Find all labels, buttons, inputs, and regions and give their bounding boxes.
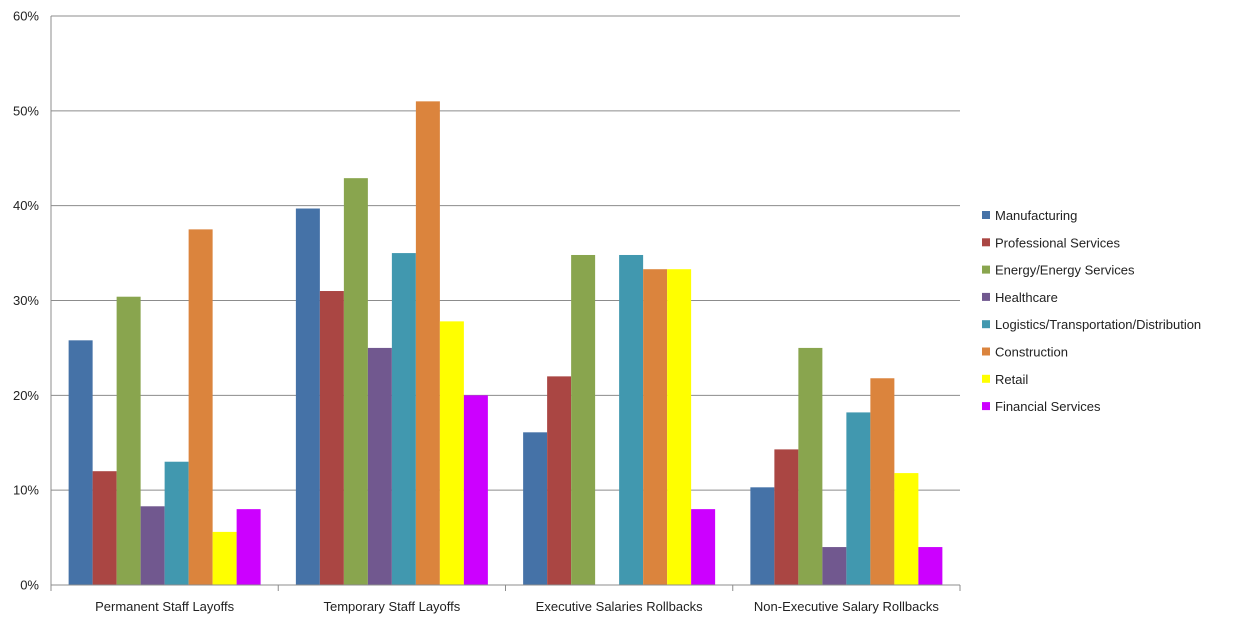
bar bbox=[439, 321, 464, 585]
y-tick-label: 0% bbox=[20, 578, 39, 593]
bar bbox=[463, 395, 488, 585]
bar bbox=[822, 547, 847, 585]
y-tick-label: 30% bbox=[13, 293, 39, 308]
legend-swatch bbox=[982, 211, 990, 219]
y-tick-label: 40% bbox=[13, 198, 39, 213]
legend-swatch bbox=[982, 292, 990, 301]
legend-label: Financial Services bbox=[995, 399, 1101, 414]
bar bbox=[164, 461, 189, 585]
y-tick-label: 20% bbox=[13, 388, 39, 403]
bar bbox=[236, 509, 261, 585]
legend-label: Logistics/Transportation/Distribution bbox=[995, 317, 1201, 332]
legend-swatch bbox=[982, 320, 990, 329]
y-tick-label: 60% bbox=[13, 9, 39, 24]
bar bbox=[116, 296, 141, 585]
bar bbox=[319, 291, 344, 585]
y-axis-ticks: 0% 10% 20% 30% 40% 50% 60% bbox=[13, 9, 39, 593]
x-category-label: Temporary Staff Layoffs bbox=[323, 599, 460, 614]
y-tick-label: 50% bbox=[13, 103, 39, 118]
bar bbox=[571, 254, 596, 586]
bar bbox=[523, 432, 548, 585]
bar bbox=[415, 101, 440, 585]
x-category-label: Permanent Staff Layoffs bbox=[95, 599, 234, 614]
legend-swatch bbox=[982, 374, 990, 383]
bar bbox=[547, 376, 572, 585]
legend-label: Healthcare bbox=[995, 290, 1058, 305]
legend-swatch bbox=[982, 402, 990, 411]
bar bbox=[367, 347, 392, 585]
bar bbox=[643, 269, 668, 585]
bar bbox=[667, 269, 692, 585]
bar bbox=[774, 449, 799, 585]
bar bbox=[691, 509, 716, 585]
bar bbox=[870, 378, 895, 585]
bar bbox=[619, 254, 644, 586]
bar bbox=[92, 471, 117, 585]
x-axis-categories: Permanent Staff Layoffs Temporary Staff L… bbox=[95, 599, 939, 614]
legend-label: Professional Services bbox=[995, 235, 1120, 250]
legend-label: Manufacturing bbox=[995, 208, 1077, 223]
axes bbox=[50, 16, 961, 591]
legend-label: Energy/Energy Services bbox=[995, 263, 1135, 278]
bars bbox=[68, 101, 943, 586]
bar bbox=[894, 473, 919, 585]
gridlines bbox=[51, 15, 960, 491]
legend-label: Retail bbox=[995, 372, 1028, 387]
bar bbox=[140, 506, 165, 585]
x-category-label: Executive Salaries Rollbacks bbox=[536, 599, 703, 614]
legend: Manufacturing Professional Services Energy… bbox=[982, 208, 1201, 414]
bar bbox=[188, 229, 213, 585]
x-category-label: Non-Executive Salary Rollbacks bbox=[754, 599, 939, 614]
bar bbox=[212, 531, 237, 585]
bar bbox=[68, 340, 93, 585]
bar bbox=[343, 178, 368, 586]
y-tick-label: 10% bbox=[13, 483, 39, 498]
legend-swatch bbox=[982, 347, 990, 356]
bar bbox=[918, 547, 943, 585]
bar bbox=[295, 208, 320, 586]
legend-swatch bbox=[982, 265, 990, 274]
bar bbox=[846, 412, 871, 585]
bar bbox=[391, 253, 416, 586]
legend-swatch bbox=[982, 238, 990, 247]
legend-label: Construction bbox=[995, 345, 1068, 360]
bar bbox=[750, 487, 775, 585]
bar bbox=[798, 347, 823, 585]
